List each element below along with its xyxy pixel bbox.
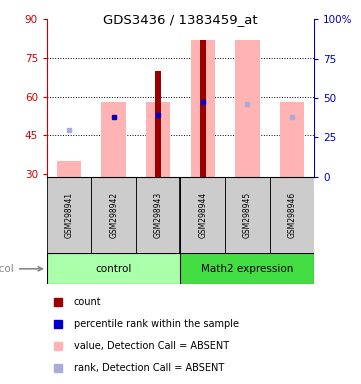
Bar	[136, 177, 180, 253]
Text: percentile rank within the sample: percentile rank within the sample	[74, 319, 239, 329]
Text: GSM298945: GSM298945	[243, 192, 252, 238]
Text: protocol: protocol	[0, 264, 42, 274]
Bar	[57, 161, 82, 177]
Bar	[235, 40, 260, 177]
Text: GSM298946: GSM298946	[287, 192, 296, 238]
Bar	[180, 177, 225, 253]
Bar	[91, 177, 136, 253]
Text: value, Detection Call = ABSENT: value, Detection Call = ABSENT	[74, 341, 229, 351]
Text: GDS3436 / 1383459_at: GDS3436 / 1383459_at	[103, 13, 258, 26]
Bar	[47, 177, 91, 253]
Text: control: control	[96, 264, 132, 274]
Bar	[101, 102, 126, 177]
Bar	[191, 40, 215, 177]
Text: rank, Detection Call = ABSENT: rank, Detection Call = ABSENT	[74, 363, 224, 373]
Text: Math2 expression: Math2 expression	[201, 264, 293, 274]
Bar	[180, 253, 314, 284]
Text: GSM298941: GSM298941	[65, 192, 74, 238]
Bar	[225, 177, 270, 253]
Bar	[47, 253, 180, 284]
Bar	[155, 71, 161, 177]
Text: count: count	[74, 297, 101, 307]
Bar	[270, 177, 314, 253]
Bar	[200, 40, 206, 177]
Text: GSM298943: GSM298943	[154, 192, 163, 238]
Text: GSM298942: GSM298942	[109, 192, 118, 238]
Text: GSM298944: GSM298944	[198, 192, 207, 238]
Bar	[279, 102, 304, 177]
Bar	[146, 102, 170, 177]
